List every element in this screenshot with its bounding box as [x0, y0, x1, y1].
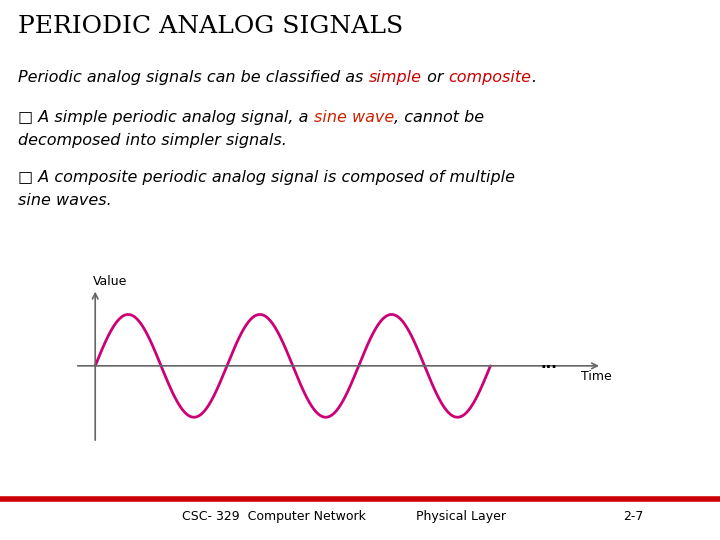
Text: sine waves.: sine waves. — [18, 193, 112, 208]
Text: Time: Time — [581, 370, 612, 383]
Text: .: . — [531, 70, 536, 85]
Text: composite: composite — [448, 70, 531, 85]
Text: , cannot be: , cannot be — [394, 110, 484, 125]
Text: decomposed into simpler signals.: decomposed into simpler signals. — [18, 133, 287, 148]
Text: or: or — [421, 70, 448, 85]
Text: simple: simple — [369, 70, 421, 85]
Text: 2-7: 2-7 — [624, 510, 644, 523]
Text: Periodic analog signals can be classified as: Periodic analog signals can be classifie… — [18, 70, 369, 85]
Text: □ A composite periodic analog signal is composed of multiple: □ A composite periodic analog signal is … — [18, 170, 515, 185]
Text: ...: ... — [540, 356, 557, 371]
Text: Value: Value — [93, 275, 127, 288]
Text: Physical Layer: Physical Layer — [416, 510, 505, 523]
Text: CSC- 329  Computer Network: CSC- 329 Computer Network — [181, 510, 366, 523]
Text: PERIODIC ANALOG SIGNALS: PERIODIC ANALOG SIGNALS — [18, 15, 403, 38]
Text: □ A simple periodic analog signal, a: □ A simple periodic analog signal, a — [18, 110, 313, 125]
Text: sine wave: sine wave — [313, 110, 394, 125]
